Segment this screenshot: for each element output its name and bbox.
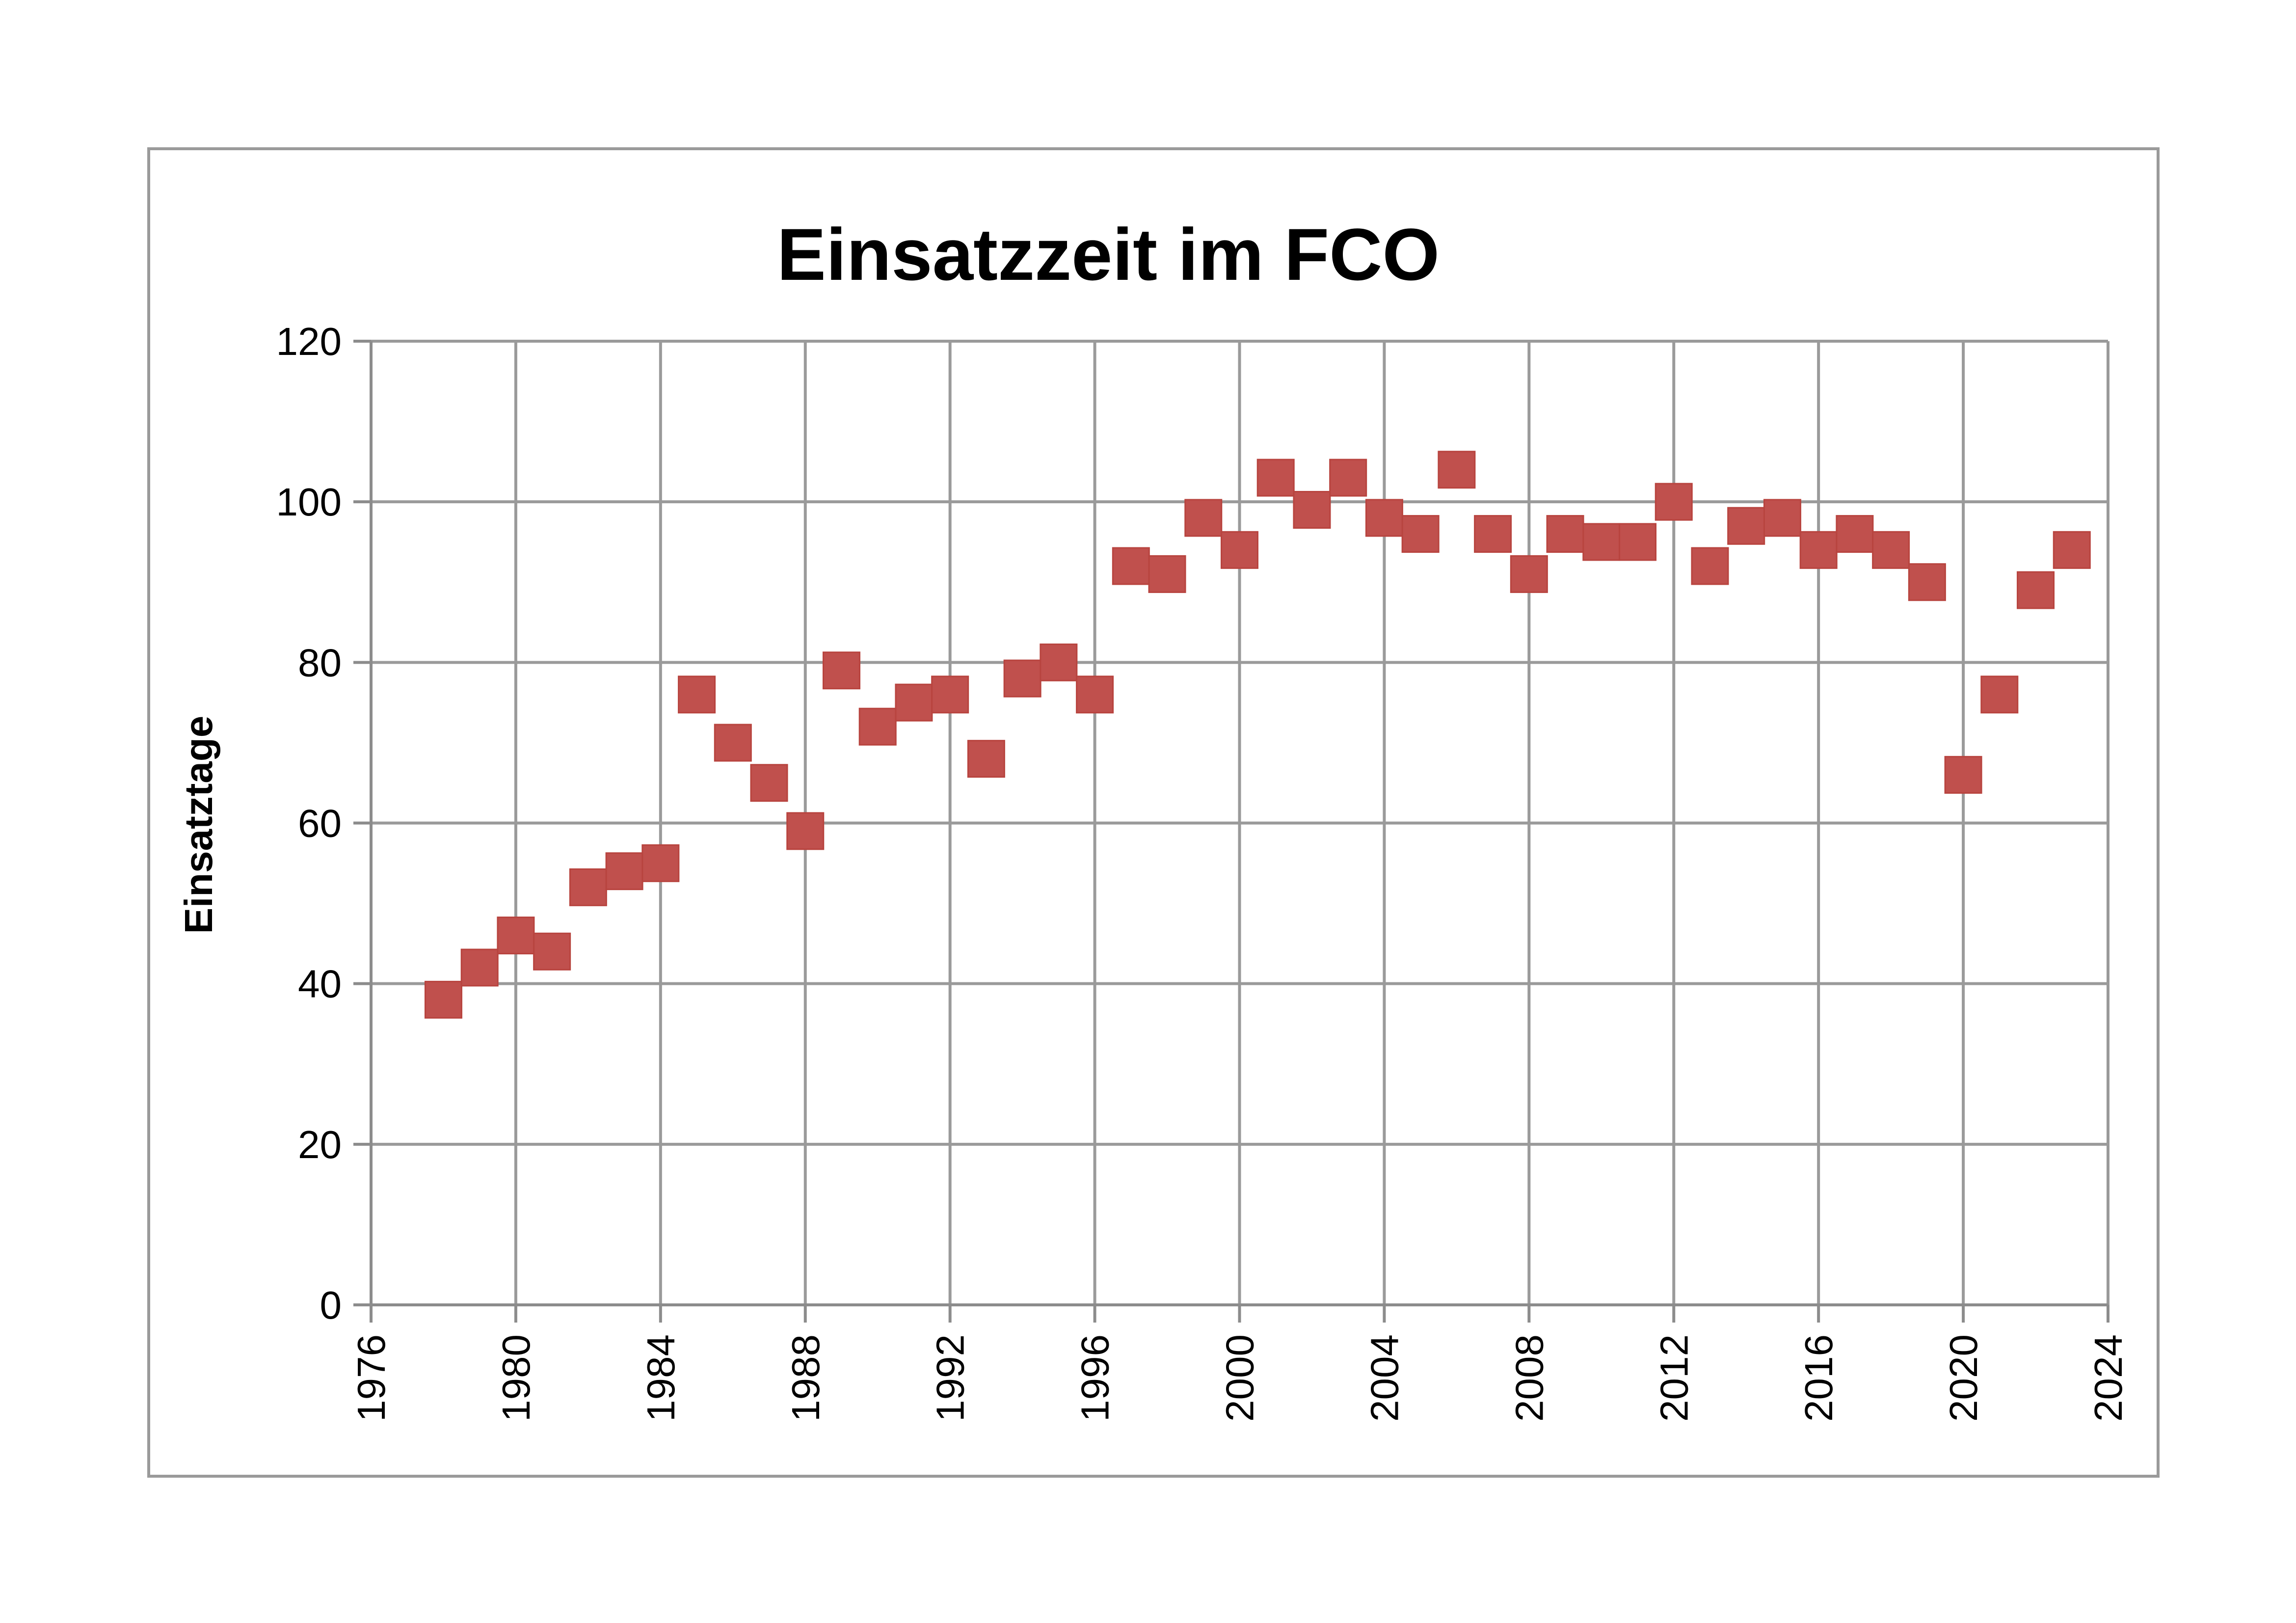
data-point: [750, 764, 788, 802]
x-tick-label: 2008: [1507, 1334, 1551, 1422]
x-tick-label: 1976: [349, 1334, 393, 1422]
data-point: [1836, 515, 1874, 553]
data-point: [1510, 555, 1548, 593]
chart-frame: [147, 147, 2160, 1478]
data-point: [569, 868, 607, 906]
x-tick-label: 1996: [1073, 1334, 1117, 1422]
data-point: [424, 980, 462, 1019]
x-tick-label: 1984: [639, 1334, 683, 1422]
data-point: [1329, 459, 1367, 497]
data-point: [714, 724, 752, 762]
y-tick-label: 80: [298, 641, 342, 684]
data-point: [1474, 515, 1512, 553]
data-point: [1944, 756, 1982, 794]
data-point: [605, 852, 643, 891]
y-tick-label: 100: [276, 480, 342, 524]
data-point: [967, 740, 1005, 778]
data-point: [822, 651, 860, 690]
data-point: [2017, 571, 2055, 609]
data-point: [895, 683, 933, 722]
data-point: [1293, 491, 1331, 529]
data-point: [460, 948, 499, 987]
data-point: [1256, 459, 1295, 497]
x-tick-label: 2020: [1942, 1334, 1985, 1422]
data-point: [1619, 523, 1657, 561]
data-point: [1799, 531, 1838, 569]
data-point: [1582, 523, 1621, 561]
data-point: [1438, 451, 1476, 489]
x-tick-label: 2000: [1218, 1334, 1262, 1422]
tick-labels: 0 20 40 60 80 100 120 1976 1980 1984 1988 1992 1996 2…: [276, 320, 2130, 1422]
data-point: [497, 917, 535, 955]
data-point: [2053, 531, 2091, 569]
chart-title: Einsatzzeit im FCO: [777, 213, 1440, 296]
y-tick-label: 20: [298, 1123, 342, 1166]
data-point: [1763, 499, 1801, 537]
data-point: [1003, 659, 1041, 698]
data-point: [1908, 563, 1946, 601]
data-point: [1184, 499, 1223, 537]
data-point: [931, 676, 969, 714]
gridlines: [371, 340, 2109, 1305]
data-point: [1727, 507, 1765, 545]
data-points: [424, 451, 2091, 1019]
data-point: [1148, 555, 1186, 593]
data-point: [1872, 531, 1910, 569]
data-point: [1401, 515, 1440, 553]
data-point: [1655, 483, 1693, 521]
x-tick-label: 2004: [1362, 1334, 1406, 1422]
x-tick-label: 2016: [1797, 1334, 1841, 1422]
x-tick-label: 1988: [784, 1334, 828, 1422]
x-tick-label: 2024: [2086, 1334, 2130, 1422]
y-tick-label: 40: [298, 962, 342, 1006]
data-point: [1040, 643, 1078, 681]
data-point: [1076, 676, 1114, 714]
data-point: [641, 844, 680, 882]
x-tick-label: 1980: [494, 1334, 538, 1422]
y-axis-label: Einsatztage: [177, 716, 220, 934]
x-tick-label: 1992: [929, 1334, 972, 1422]
data-point: [533, 932, 571, 971]
data-point: [786, 812, 825, 850]
x-tick-label: 2012: [1652, 1334, 1696, 1422]
data-point: [1365, 499, 1403, 537]
data-point: [1980, 676, 2019, 714]
y-tick-label: 120: [276, 320, 342, 363]
data-point: [1691, 547, 1729, 585]
y-tick-label: 60: [298, 802, 342, 845]
data-point: [678, 676, 716, 714]
data-point: [1221, 531, 1258, 569]
data-point: [1112, 547, 1150, 585]
axes: [353, 340, 2109, 1323]
data-point: [858, 707, 897, 746]
data-point: [1546, 515, 1584, 553]
y-tick-label: 0: [320, 1283, 342, 1327]
